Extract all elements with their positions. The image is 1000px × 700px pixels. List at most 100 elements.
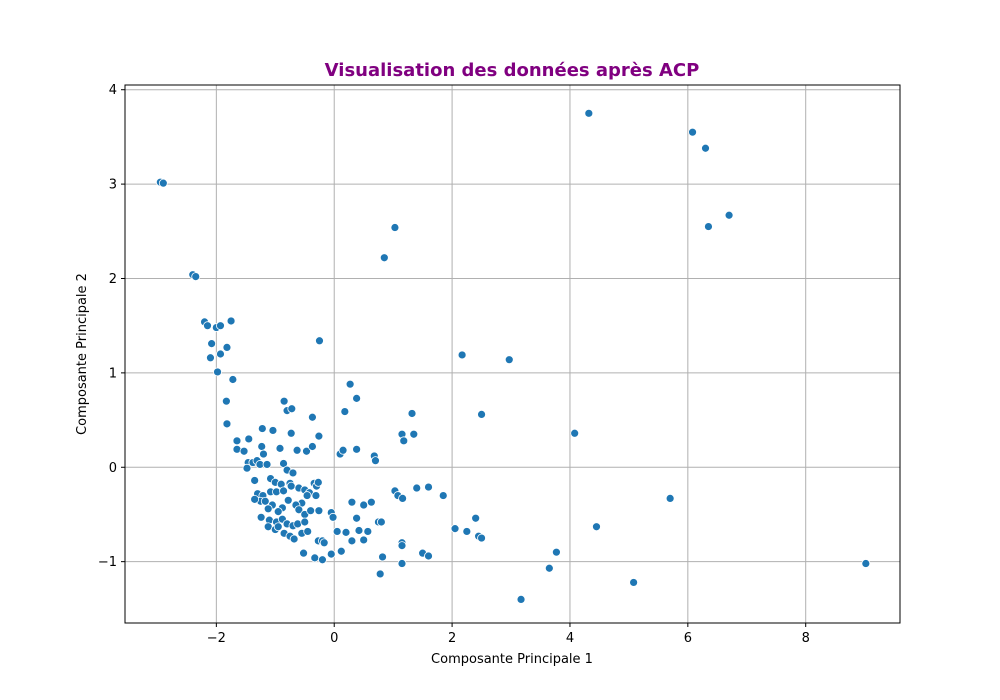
data-point (378, 552, 387, 562)
data-point (570, 428, 580, 438)
data-point (221, 396, 231, 406)
data-point (397, 559, 407, 568)
data-point (390, 223, 400, 232)
data-point (158, 178, 168, 188)
data-point (300, 517, 310, 527)
data-point (424, 482, 433, 492)
data-point (336, 546, 346, 556)
data-point (354, 526, 364, 535)
data-point (228, 375, 238, 384)
data-point (250, 476, 260, 485)
data-point (359, 535, 369, 545)
data-point (359, 500, 369, 510)
data-point (319, 538, 329, 548)
data-point (222, 342, 232, 352)
data-point (341, 527, 351, 537)
data-point (629, 578, 639, 587)
data-point (397, 541, 407, 551)
data-point (314, 431, 324, 441)
x-tick-label: 4 (566, 631, 574, 646)
data-point (409, 429, 419, 439)
data-point (216, 321, 225, 331)
data-point (584, 108, 594, 118)
data-point (256, 512, 266, 522)
data-point (347, 536, 357, 546)
x-tick-label: −2 (207, 631, 226, 646)
data-point (191, 272, 201, 282)
data-point (273, 522, 283, 532)
data-point (257, 442, 267, 451)
y-axis-label: Composante Principale 2 (75, 273, 90, 435)
data-point (206, 353, 215, 363)
data-point (379, 253, 389, 263)
x-tick-label: 8 (802, 631, 810, 646)
data-point (352, 444, 362, 454)
data-point (340, 407, 350, 416)
data-point (262, 460, 272, 469)
x-tick-label: 2 (448, 631, 456, 646)
data-point (861, 559, 871, 568)
data-point (366, 497, 376, 507)
data-point (701, 143, 710, 153)
data-point (450, 524, 460, 534)
data-point (259, 449, 268, 459)
data-point (257, 424, 267, 433)
data-point (424, 551, 433, 561)
data-point (303, 527, 313, 536)
data-point (345, 379, 355, 389)
data-point (294, 505, 304, 515)
data-point (477, 533, 486, 543)
axis-ticks: −2 0 2 4 6 8 −1 0 1 2 3 4 (98, 83, 810, 646)
data-point (242, 463, 252, 473)
data-point (332, 527, 342, 536)
data-point (544, 563, 554, 573)
data-point (318, 555, 327, 565)
data-point (328, 512, 338, 522)
data-point (306, 506, 316, 516)
data-point (279, 486, 288, 496)
data-point (279, 396, 289, 406)
data-point (314, 506, 324, 516)
data-point (287, 404, 297, 414)
y-tick-label: 2 (109, 272, 117, 287)
data-point (504, 355, 514, 365)
data-point (665, 494, 675, 503)
data-point (289, 534, 299, 544)
data-point (457, 350, 467, 360)
data-point (313, 477, 323, 487)
data-point (310, 553, 320, 563)
data-point (311, 491, 321, 500)
data-point (268, 426, 278, 435)
y-tick-label: 4 (109, 83, 117, 98)
data-point (286, 481, 296, 491)
data-point (263, 504, 273, 514)
data-point (352, 513, 362, 523)
data-point (260, 496, 270, 506)
data-point (477, 410, 486, 419)
data-point (226, 316, 236, 326)
data-point (286, 428, 296, 438)
data-point (302, 491, 312, 500)
data-point (273, 507, 283, 517)
data-point (375, 569, 385, 579)
data-point (704, 222, 713, 231)
data-point (516, 595, 526, 604)
data-point (302, 446, 311, 456)
data-point (363, 527, 373, 536)
data-point (371, 456, 380, 466)
data-point (338, 445, 348, 455)
data-point (347, 497, 357, 507)
data-point (592, 522, 601, 532)
data-point (250, 494, 260, 504)
data-point (412, 483, 422, 493)
data-point (207, 339, 217, 349)
data-point (376, 517, 386, 527)
data-point (724, 210, 734, 220)
y-tick-label: 0 (109, 461, 117, 476)
x-axis-label: Composante Principale 1 (431, 652, 593, 667)
data-point (308, 442, 317, 451)
plot-frame (124, 84, 901, 624)
data-point (308, 412, 317, 422)
